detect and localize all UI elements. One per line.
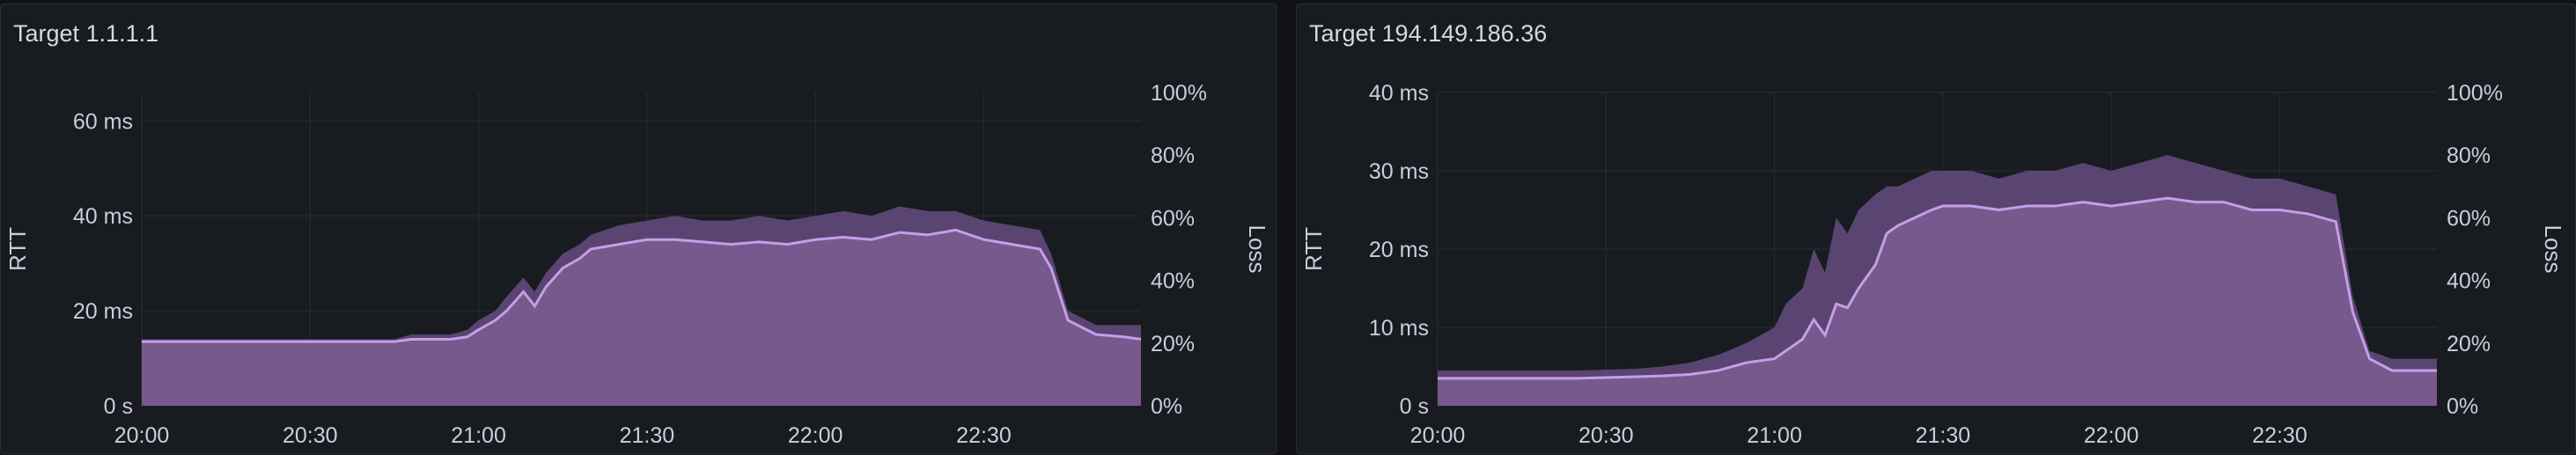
y2-tick-label: 100%: [1151, 81, 1207, 106]
x-tick-label: 21:30: [1916, 423, 1971, 448]
y-tick-label: 0 s: [104, 394, 133, 419]
y2-tick-label: 100%: [2447, 81, 2503, 106]
panel-title: Target 194.149.186.36: [1309, 20, 1548, 47]
y2-tick-label: 80%: [1151, 143, 1195, 168]
series-area-main: [1438, 198, 2437, 406]
x-tick-label: 21:00: [451, 423, 506, 448]
chart-svg: 0 s 10 ms 20 ms 30 ms 40 ms 0% 20% 40% 60% 80% 100…: [1300, 81, 2566, 448]
y2-tick-label: 60%: [1151, 206, 1195, 231]
y-axis-title: RTT: [1300, 227, 1327, 271]
series-line-main: [1438, 196, 2437, 380]
x-tick-label: 22:30: [2252, 423, 2307, 448]
x-tick-label: 22:00: [788, 423, 843, 448]
y2-tick-label: 60%: [2447, 206, 2491, 231]
x-tick-label: 21:00: [1747, 423, 1802, 448]
x-tick-label: 20:00: [114, 423, 170, 448]
series-area-main: [142, 230, 1141, 406]
x-tick-label: 20:00: [1410, 423, 1466, 448]
y2-tick-label: 20%: [2447, 332, 2491, 356]
y2-tick-label: 20%: [1151, 332, 1195, 356]
y2-axis-title: Loss: [1244, 225, 1270, 274]
x-tick-label: 22:00: [2084, 423, 2139, 448]
y-tick-label: 60 ms: [73, 109, 133, 134]
y-tick-label: 10 ms: [1369, 316, 1429, 341]
y-tick-label: 20 ms: [1369, 238, 1429, 262]
y-tick-label: 40 ms: [1369, 81, 1429, 106]
chart-panel-2: Target 194.149.186.36 0 s 10 ms 20 ms 30 ms…: [1296, 4, 2576, 454]
panel-title: Target 1.1.1.1: [13, 20, 159, 47]
y-tick-label: 20 ms: [73, 299, 133, 324]
y2-axis-title: Loss: [2540, 225, 2566, 274]
y2-tick-label: 80%: [2447, 143, 2491, 168]
x-tick-label: 20:30: [1579, 423, 1634, 448]
y2-tick-label: 40%: [1151, 269, 1195, 294]
chart-svg: 0 s 20 ms 40 ms 60 ms 0% 20% 40% 60% 80% 100% 20:0…: [4, 81, 1270, 448]
y2-tick-label: 0%: [2447, 394, 2478, 419]
y-tick-label: 40 ms: [73, 204, 133, 229]
x-tick-label: 22:30: [956, 423, 1012, 448]
y-axis-title: RTT: [4, 227, 31, 271]
y2-tick-label: 0%: [1151, 394, 1182, 419]
y2-tick-label: 40%: [2447, 269, 2491, 294]
x-tick-label: 21:30: [620, 423, 675, 448]
x-tick-label: 20:30: [283, 423, 338, 448]
y-tick-label: 30 ms: [1369, 159, 1429, 184]
series-line-main: [142, 228, 1142, 343]
y-tick-label: 0 s: [1400, 394, 1429, 419]
chart-panel-1: Target 1.1.1.1 0 s 20 ms 40 ms 60 ms 0% 20% 40…: [0, 4, 1277, 454]
